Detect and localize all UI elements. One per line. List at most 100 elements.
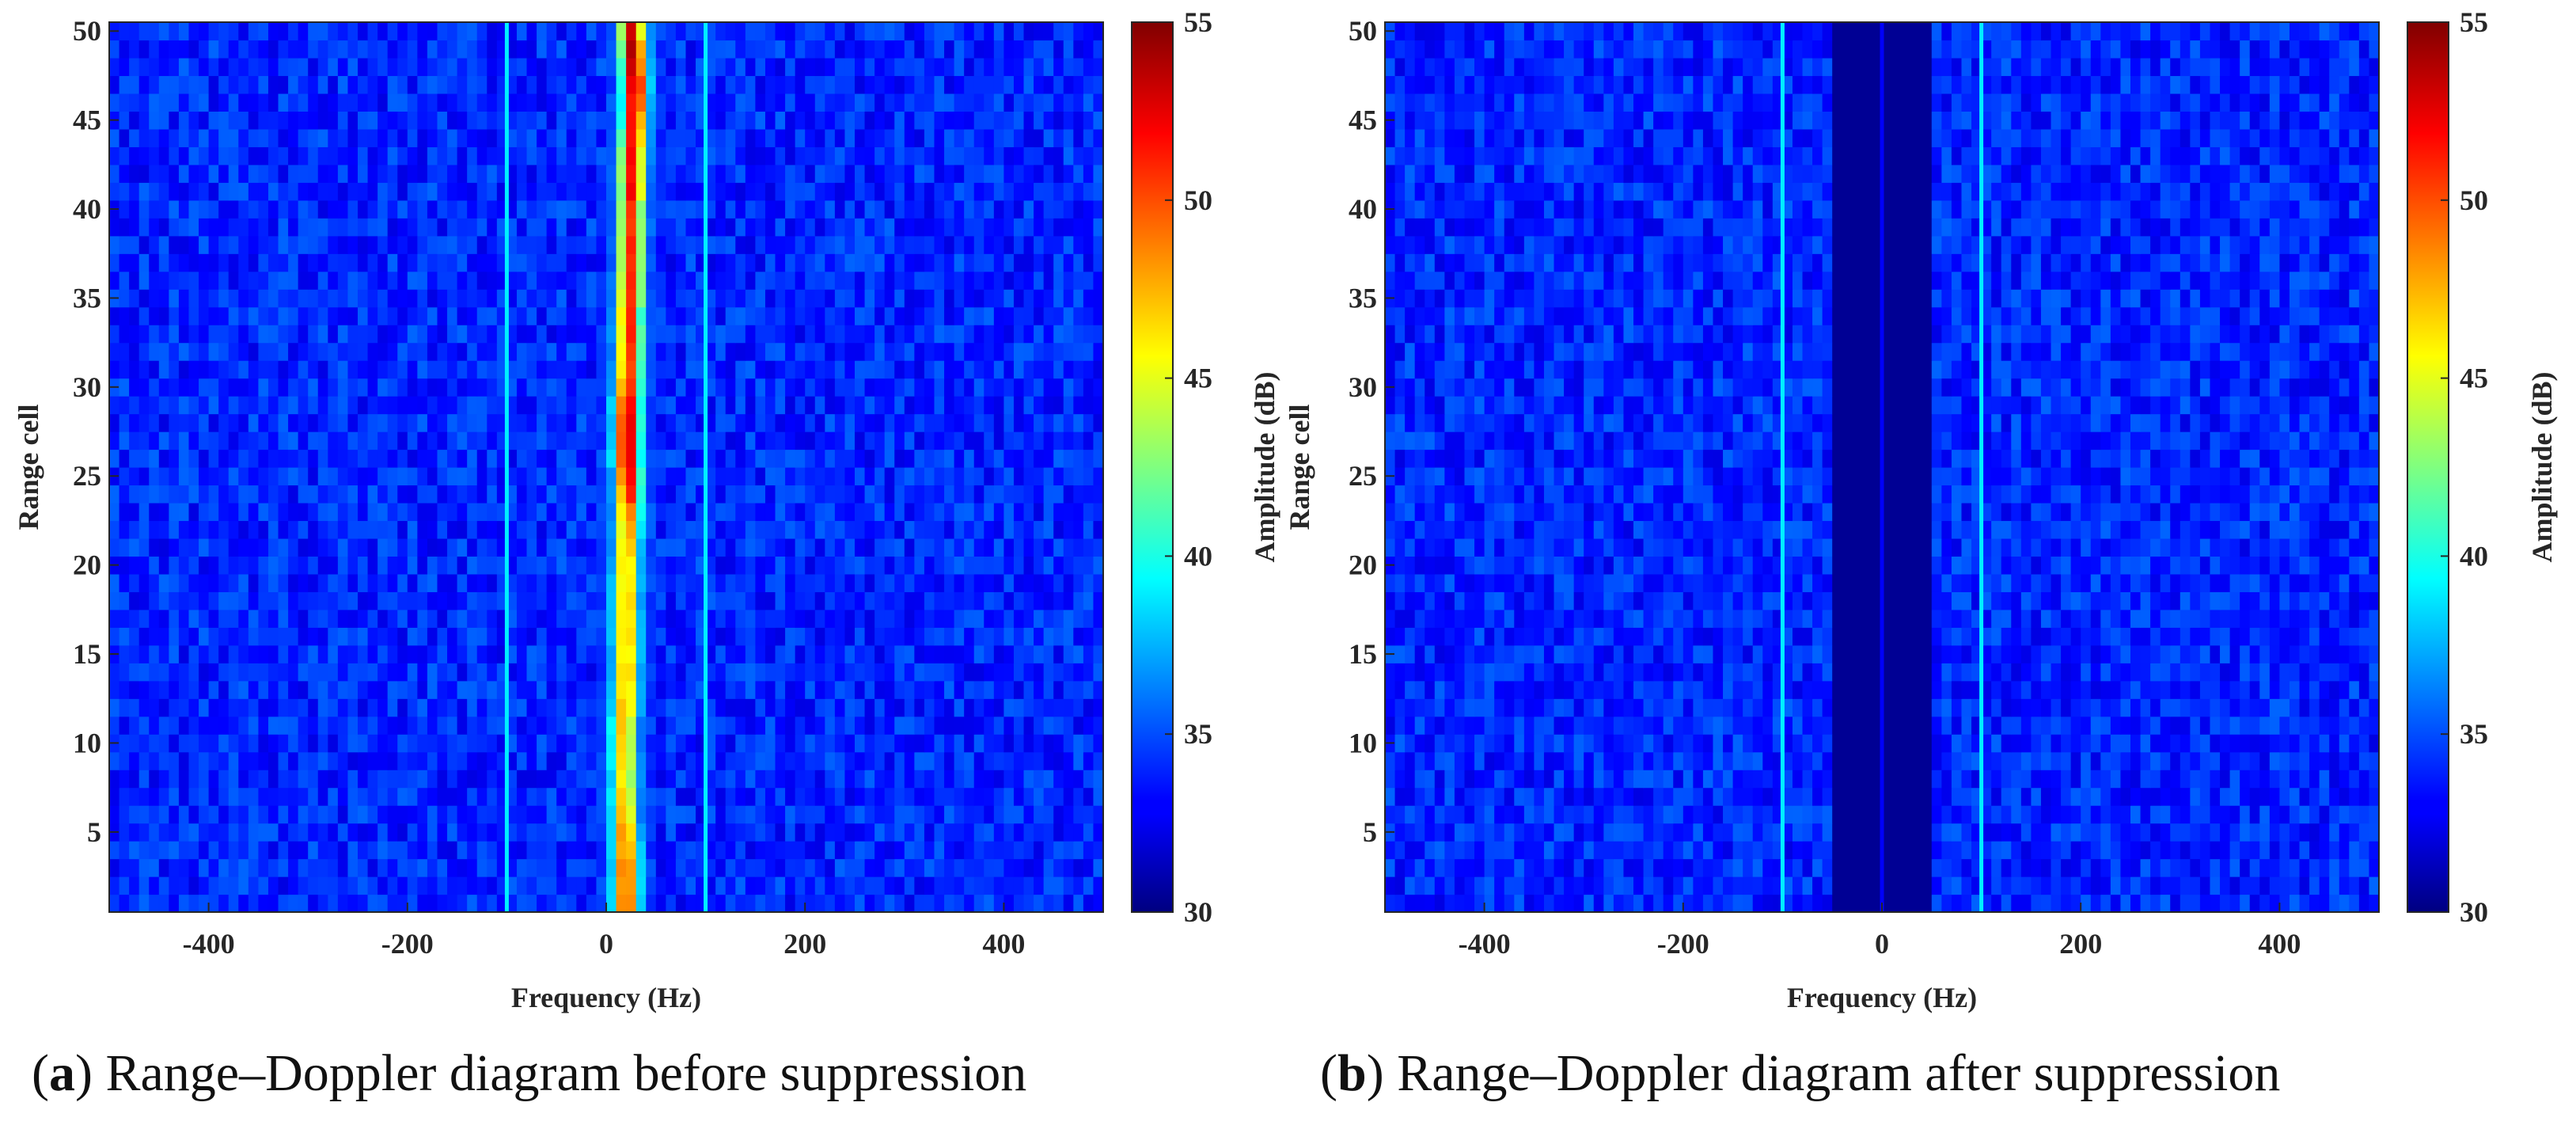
heatmap-cell <box>715 751 727 770</box>
heatmap-cell <box>526 360 537 379</box>
heatmap-cell <box>576 485 587 504</box>
heatmap-cell <box>884 467 895 486</box>
heatmap-cell <box>586 128 598 147</box>
heatmap-cell <box>785 894 796 913</box>
heatmap-cell <box>834 111 846 130</box>
heatmap-cell <box>138 734 150 753</box>
heatmap-cell <box>745 680 756 699</box>
heatmap-cell <box>317 111 328 130</box>
heatmap-cell <box>944 378 955 397</box>
heatmap-cell <box>805 128 816 147</box>
heatmap-cell <box>258 75 269 94</box>
heatmap-cell <box>864 218 875 237</box>
heatmap-cell <box>238 235 249 254</box>
heatmap-cell <box>169 128 180 147</box>
heatmap-cell <box>457 360 468 379</box>
heatmap-cell <box>288 556 299 575</box>
heatmap-cell <box>367 22 378 41</box>
heatmap-cell <box>914 413 925 432</box>
heatmap-cell <box>855 627 866 646</box>
heatmap-cell <box>546 378 557 397</box>
heatmap-cell <box>984 894 995 913</box>
heatmap-cell <box>377 449 389 468</box>
heatmap-cell <box>805 146 816 165</box>
heatmap-cell <box>973 111 984 130</box>
heatmap-cell <box>566 342 577 361</box>
heatmap-cell <box>308 770 319 789</box>
heatmap-cell <box>745 556 756 575</box>
heatmap-cell <box>685 663 696 682</box>
heatmap-cell <box>914 164 925 183</box>
heatmap-cell <box>447 644 458 663</box>
heatmap-cell <box>158 325 169 344</box>
heatmap-cell <box>496 627 507 646</box>
heatmap-cell <box>606 841 617 860</box>
heatmap-cell <box>1034 182 1045 201</box>
heatmap-cell <box>506 75 518 94</box>
heatmap-cell <box>397 93 408 112</box>
heatmap-cell <box>358 556 369 575</box>
heatmap-cell <box>576 325 587 344</box>
heatmap-cell <box>298 128 309 147</box>
heatmap-cell <box>267 538 279 557</box>
heatmap-cell <box>606 325 617 344</box>
heatmap-cell <box>437 823 448 842</box>
heatmap-cell <box>218 841 230 860</box>
heatmap-cell <box>258 431 269 450</box>
heatmap-cell <box>934 573 945 592</box>
heatmap-cell <box>973 218 984 237</box>
heatmap-cell <box>427 680 438 699</box>
heatmap-cell <box>844 449 856 468</box>
heatmap-cell <box>149 200 160 219</box>
heatmap-cell <box>119 573 130 592</box>
heatmap-cell <box>328 413 339 432</box>
heatmap-cell <box>566 218 577 237</box>
heatmap-cell <box>288 182 299 201</box>
heatmap-cell <box>924 556 935 575</box>
heatmap-cell <box>1013 306 1025 325</box>
heatmap-cell <box>606 680 617 699</box>
heatmap-cell <box>696 75 707 94</box>
heatmap-cell <box>825 40 836 59</box>
heatmap-cell <box>864 413 875 432</box>
heatmap-cell <box>964 235 975 254</box>
heatmap-cell <box>218 289 230 308</box>
heatmap-cell <box>1063 591 1074 610</box>
heatmap-cell <box>526 218 537 237</box>
heatmap-cell <box>457 93 468 112</box>
heatmap-cell <box>417 75 428 94</box>
heatmap-cell <box>775 57 786 77</box>
heatmap-cell <box>1034 40 1045 59</box>
heatmap-cell <box>666 378 677 397</box>
heatmap-cell <box>437 182 448 201</box>
heatmap-cell <box>825 253 836 272</box>
heatmap-cell <box>904 823 915 842</box>
heatmap-cell <box>278 734 289 753</box>
heatmap-cell <box>596 787 607 806</box>
heatmap-cell <box>308 22 319 41</box>
heatmap-cell <box>526 164 537 183</box>
heatmap-cell <box>546 93 557 112</box>
heatmap-cell <box>1034 413 1045 432</box>
heatmap-cell <box>278 876 289 895</box>
heatmap-cell <box>129 876 140 895</box>
heatmap-cell <box>655 200 666 219</box>
heatmap-cell <box>596 538 607 557</box>
heatmap-cell <box>358 218 369 237</box>
heatmap-cell <box>675 218 687 237</box>
heatmap-cell <box>158 591 169 610</box>
heatmap-cell <box>317 787 328 806</box>
heatmap-cell <box>427 57 438 77</box>
heatmap-cell <box>308 75 319 94</box>
heatmap-cell <box>755 823 766 842</box>
heatmap-cell <box>308 520 319 539</box>
heatmap-cell <box>924 182 935 201</box>
heatmap-cell <box>884 396 895 415</box>
heatmap-cell <box>447 93 458 112</box>
heatmap-cell <box>427 146 438 165</box>
heatmap-cell <box>745 449 756 468</box>
heatmap-cell <box>238 431 249 450</box>
heatmap-cell <box>904 734 915 753</box>
heatmap-cell <box>1003 378 1015 397</box>
heatmap-cell <box>1063 805 1074 824</box>
